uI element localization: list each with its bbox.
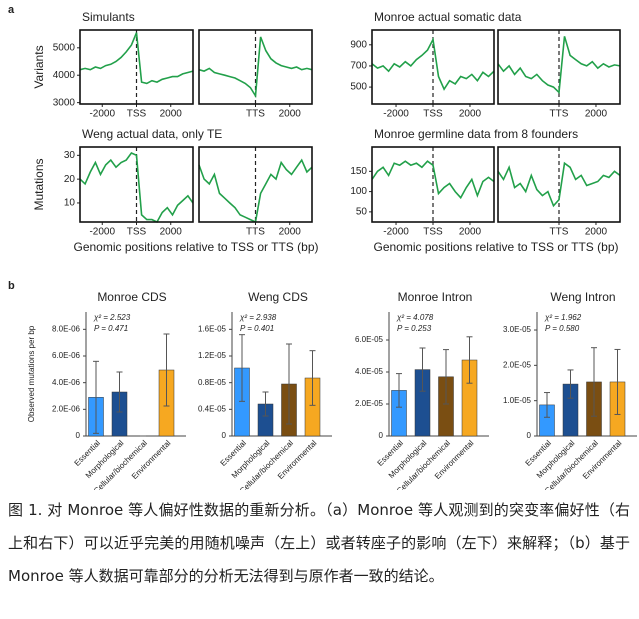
panel-frame [371,29,495,105]
x-tick-label: 2000 [585,109,608,120]
y-tick-label: 0 [76,431,81,440]
panel-label: b [8,280,15,292]
x-tick-label: 2000 [160,227,183,238]
panel-frame [497,146,621,223]
y-tick-label: 2.0E-06 [52,404,81,413]
data-line [497,161,621,208]
y-tick-label: 1.6E-05 [198,324,227,333]
y-tick-label: 0 [222,431,227,440]
statistic: χ² = 1.962 [544,313,582,322]
statistic: P = 0.580 [545,324,580,333]
panel-frame [79,146,194,223]
y-tick-label: 4000 [53,70,76,81]
y-tick-label: 0 [379,431,384,440]
y-axis-label: Mutations [32,158,46,210]
y-tick-label: 150 [350,166,367,177]
y-tick-label: 6.0E-06 [52,351,81,360]
statistic: χ² = 4.078 [396,313,434,322]
panel-label: a [8,4,15,16]
data-line [79,32,194,85]
x-tick-label: 2000 [279,109,302,120]
y-axis-label: Observed mutations per bp [27,325,36,422]
x-tick-label: TSS [127,109,147,120]
x-tick-label: TTS [550,227,569,238]
x-tick-label: TTS [550,109,569,120]
data-line [198,36,313,99]
x-tick-label: -2000 [383,227,409,238]
x-tick-label: 2000 [459,109,482,120]
x-tick-label: TSS [423,109,443,120]
y-tick-label: 10 [64,198,76,209]
y-tick-label: 1.0E-05 [503,396,532,405]
statistic: P = 0.471 [94,324,128,333]
x-axis-label: Genomic positions relative to TSS or TTS… [74,240,319,254]
chart-title: Monroe Intron [398,290,473,304]
panel-frame [371,146,495,223]
y-tick-label: 8.0E-06 [52,324,81,333]
y-tick-label: 500 [350,82,367,93]
y-tick-label: 4.0E-05 [355,367,384,376]
chart-title: Monroe CDS [97,290,166,304]
statistic: χ² = 2.938 [239,313,277,322]
x-tick-label: 2000 [279,227,302,238]
x-tick-label: TTS [246,109,265,120]
chart-title: Monroe germline data from 8 founders [374,127,578,141]
y-tick-label: 6.0E-05 [355,335,384,344]
y-tick-label: 3000 [53,97,76,108]
panel-frame [198,29,313,105]
data-line [497,36,621,95]
x-tick-label: TTS [246,227,265,238]
chart-title: Simulants [82,10,135,24]
panel-frame [497,29,621,105]
y-tick-label: 30 [64,150,76,161]
figure-caption: 图 1. 对 Monroe 等人偏好性数据的重新分析。（a）Monroe 等人观… [8,501,630,585]
data-line [79,152,194,224]
x-tick-label: -2000 [89,109,115,120]
chart-title: Monroe actual somatic data [374,10,522,24]
y-tick-label: 0.8E-05 [198,378,227,387]
x-tick-label: -2000 [383,109,409,120]
chart-title: Weng actual data, only TE [82,127,222,141]
y-tick-label: 0.4E-05 [198,404,227,413]
chart-title: Weng CDS [248,290,308,304]
y-tick-label: 5000 [53,42,76,53]
y-tick-label: 4.0E-06 [52,378,81,387]
x-tick-label: TSS [127,227,147,238]
y-tick-label: 2.0E-05 [503,360,532,369]
panel-frame [79,29,194,105]
y-tick-label: 900 [350,39,367,50]
y-tick-label: 2.0E-05 [355,399,384,408]
statistic: P = 0.401 [240,324,274,333]
y-tick-label: 0 [527,431,532,440]
y-tick-label: 20 [64,174,76,185]
y-axis-label: Variants [32,45,46,88]
data-line [371,36,495,91]
x-tick-label: 2000 [459,227,482,238]
x-axis-label: Genomic positions relative to TSS or TTS… [374,240,619,254]
panel-frame [198,146,313,223]
x-tick-label: TSS [423,227,443,238]
data-line [371,160,495,200]
y-tick-label: 700 [350,61,367,72]
y-tick-label: 50 [356,207,368,218]
y-tick-label: 1.2E-05 [198,351,227,360]
y-tick-label: 100 [350,186,367,197]
statistic: χ² = 2.523 [93,313,131,322]
chart-title: Weng Intron [550,290,615,304]
statistic: P = 0.253 [397,324,432,333]
x-tick-label: 2000 [160,109,183,120]
x-tick-label: 2000 [585,227,608,238]
x-tick-label: -2000 [89,227,115,238]
y-tick-label: 3.0E-05 [503,325,532,334]
